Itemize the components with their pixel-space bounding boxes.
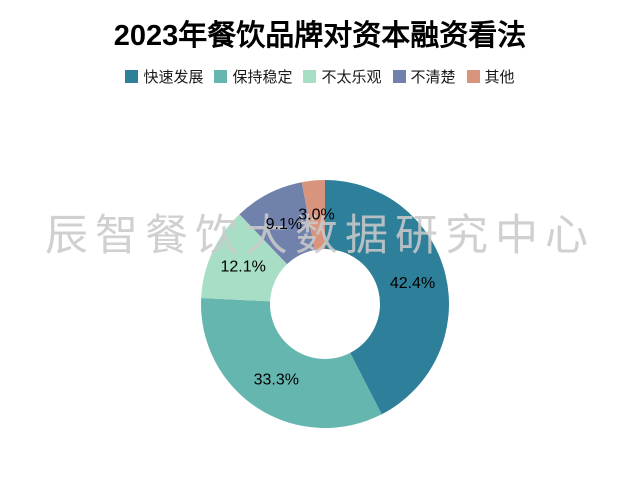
legend-swatch-icon: [466, 70, 480, 83]
donut-slice-不清楚: [239, 182, 315, 265]
legend-swatch-icon: [125, 70, 139, 83]
legend-item-其他: 其他: [466, 66, 515, 87]
donut-slice-快速发展: [325, 180, 449, 415]
legend-item-不太乐观: 不太乐观: [303, 66, 382, 87]
legend-swatch-icon: [392, 70, 406, 83]
legend-swatch-icon: [214, 70, 228, 83]
legend-label: 不清楚: [410, 69, 456, 86]
legend-label: 快速发展: [143, 69, 204, 86]
legend-item-快速发展: 快速发展: [125, 66, 203, 87]
donut-slice-其他: [301, 180, 325, 250]
legend-label: 其他: [484, 69, 515, 86]
donut-slice-不太乐观: [201, 214, 288, 302]
chart-title: 2023年餐饮品牌对资本融资看法: [113, 20, 527, 52]
chart-legend: 快速发展 保持稳定 不太乐观 不清楚 其他: [0, 66, 640, 87]
legend-item-不清楚: 不清楚: [392, 66, 456, 87]
legend-item-保持稳定: 保持稳定: [214, 66, 292, 87]
legend-label: 不太乐观: [321, 69, 382, 86]
donut-slice-保持稳定: [201, 297, 382, 428]
legend-swatch-icon: [303, 70, 317, 83]
legend-label: 保持稳定: [232, 69, 293, 86]
